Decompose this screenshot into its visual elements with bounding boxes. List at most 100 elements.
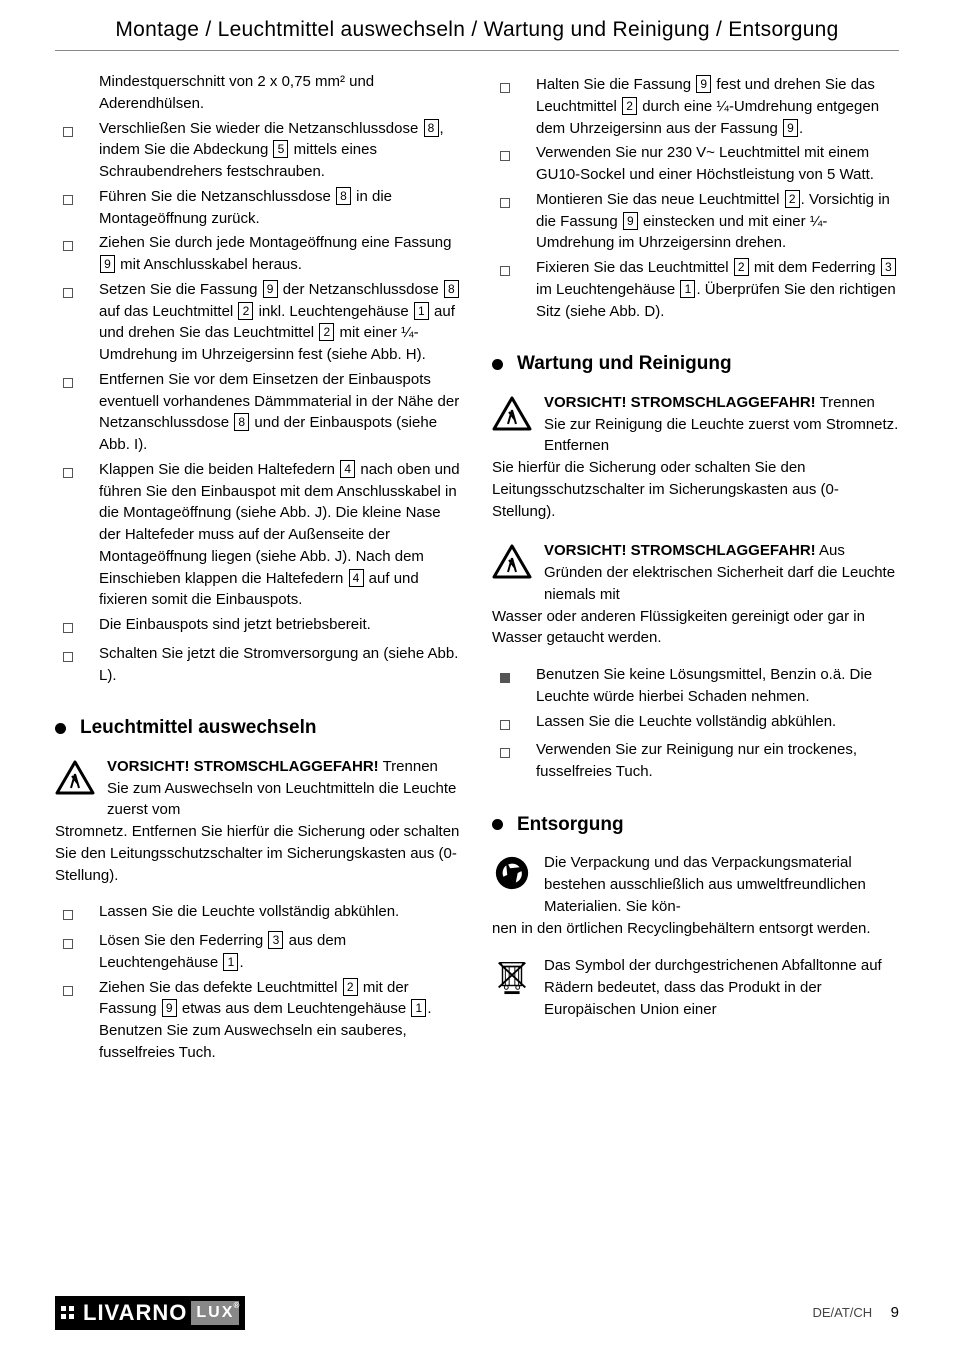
recycle-block: Die Verpackung und das Verpackungsmateri… — [492, 852, 899, 939]
ref-box: 8 — [234, 413, 249, 431]
warning-icon — [492, 396, 536, 439]
list-item: Fixieren Sie das Leuchtmittel 2 mit dem … — [492, 257, 899, 322]
checkbox-icon — [55, 977, 99, 1064]
warning-block: VORSICHT! STROMSCHLAG­GEFAHR! Trennen Si… — [492, 392, 899, 523]
ref-box: 1 — [411, 999, 426, 1017]
right-column: Halten Sie die Fassung 9 fest und drehen… — [492, 71, 899, 1064]
warning-text: VORSICHT! STROMSCHLAGGE­FAHR! Aus Gründe… — [492, 540, 899, 605]
list-text: Schalten Sie jetzt die Stromversorgung a… — [99, 643, 462, 687]
checkbox-icon — [55, 643, 99, 687]
brand-main: LIVARNO — [83, 1300, 187, 1326]
brand-logo: LIVARNO LUX — [55, 1296, 245, 1330]
checkbox-icon — [55, 459, 99, 611]
ref-box: 2 — [785, 190, 800, 208]
list-item: Entfernen Sie vor dem Einsetzen der Einb… — [55, 369, 462, 456]
warning-block: VORSICHT! STROMSCHLAGGE­FAHR! Aus Gründe… — [492, 540, 899, 649]
list-item: Lassen Sie die Leuchte vollständig abküh… — [492, 711, 899, 737]
ref-box: 3 — [881, 258, 896, 276]
ref-box: 9 — [623, 212, 638, 230]
list-text: Die Einbauspots sind jetzt betriebsberei… — [99, 614, 462, 640]
list-text: Lassen Sie die Leuchte vollständig abküh… — [536, 711, 899, 737]
ref-box: 1 — [680, 280, 695, 298]
intro-para: Mindestquerschnitt von 2 x 0,75 mm² und … — [55, 71, 462, 115]
list-item: Ziehen Sie das defekte Leuchtmittel 2 mi… — [55, 977, 462, 1064]
list-text: Lassen Sie die Leuchte vollständig abküh… — [99, 901, 462, 927]
ref-box: 9 — [100, 255, 115, 273]
ref-box: 4 — [349, 569, 364, 587]
ref-box: 2 — [238, 302, 253, 320]
list-text: Fixieren Sie das Leuchtmittel 2 mit dem … — [536, 257, 899, 322]
list-text: Verschließen Sie wieder die Netzanschlus… — [99, 118, 462, 183]
list-item: Montieren Sie das neue Leuchtmittel 2. V… — [492, 189, 899, 254]
ref-box: 9 — [263, 280, 278, 298]
checkbox-icon — [55, 186, 99, 230]
warning-block: VORSICHT! STROMSCHLAG­GEFAHR! Trennen Si… — [55, 756, 462, 887]
ref-box: 4 — [340, 460, 355, 478]
checkbox-icon — [492, 257, 536, 322]
checkbox-icon — [492, 189, 536, 254]
ref-box: 1 — [414, 302, 429, 320]
warning-text: Wasser oder anderen Flüssigkeiten gerein… — [492, 606, 899, 650]
ref-box: 2 — [622, 97, 637, 115]
ref-box: 9 — [696, 75, 711, 93]
checkbox-icon — [492, 74, 536, 139]
warning-icon — [55, 760, 99, 803]
list-item: Setzen Sie die Fassung 9 der Netzanschlu… — [55, 279, 462, 366]
page-number: 9 — [891, 1304, 899, 1321]
ref-box: 2 — [319, 323, 334, 341]
list-item: Verwenden Sie zur Reinigung nur ein troc… — [492, 739, 899, 783]
section-heading: Leuchtmittel auswechseln — [55, 714, 462, 742]
list-item: Verwenden Sie nur 230 V~ Leuchtmittel mi… — [492, 142, 899, 186]
checkbox-icon — [55, 901, 99, 927]
list-item: Lösen Sie den Federring 3 aus dem Leucht… — [55, 930, 462, 974]
warning-text: VORSICHT! STROMSCHLAG­GEFAHR! Trennen Si… — [55, 756, 462, 821]
recycle-text: nen in den örtlichen Recyclingbehältern … — [492, 918, 899, 940]
ref-box: 2 — [343, 978, 358, 996]
weee-block: Das Symbol der durchgestrichenen Abfallt… — [492, 955, 899, 1020]
checkbox-icon — [55, 118, 99, 183]
list-item: Verschließen Sie wieder die Netzanschlus… — [55, 118, 462, 183]
section-heading: Wartung und Reinigung — [492, 350, 899, 378]
content-columns: Mindestquerschnitt von 2 x 0,75 mm² und … — [0, 51, 954, 1064]
list-text: Verwenden Sie zur Reinigung nur ein troc… — [536, 739, 899, 783]
list-text: Klappen Sie die beiden Haltefedern 4 nac… — [99, 459, 462, 611]
list-text: Entfernen Sie vor dem Einsetzen der Einb… — [99, 369, 462, 456]
warning-icon — [492, 544, 536, 587]
recycle-icon — [492, 854, 536, 899]
list-text: Führen Sie die Netzanschlussdose 8 in di… — [99, 186, 462, 230]
section-heading: Entsorgung — [492, 811, 899, 839]
list-text: Benutzen Sie keine Lösungsmittel, Benzin… — [536, 664, 899, 708]
checkbox-icon — [492, 739, 536, 783]
checkbox-icon — [492, 711, 536, 737]
brand-sub: LUX — [191, 1301, 239, 1325]
warning-text: Sie hierfür die Sicherung oder schalten … — [492, 457, 899, 522]
ref-box: 3 — [268, 931, 283, 949]
bullet-icon — [492, 664, 536, 708]
list-item: Ziehen Sie durch jede Montageöffnung ein… — [55, 232, 462, 276]
ref-box: 2 — [734, 258, 749, 276]
ref-box: 8 — [424, 119, 439, 137]
list-item: Halten Sie die Fassung 9 fest und drehen… — [492, 74, 899, 139]
weee-text: Das Symbol der durchgestrichenen Abfallt… — [492, 955, 899, 1020]
list-text: Setzen Sie die Fassung 9 der Netzanschlu… — [99, 279, 462, 366]
ref-box: 9 — [162, 999, 177, 1017]
list-item: Klappen Sie die beiden Haltefedern 4 nac… — [55, 459, 462, 611]
page-header: Montage / Leuchtmittel auswechseln / War… — [55, 0, 899, 51]
ref-box: 5 — [273, 140, 288, 158]
checkbox-icon — [55, 930, 99, 974]
brand-grid-icon — [61, 1306, 75, 1320]
weee-bin-icon — [492, 957, 536, 1002]
list-item: Lassen Sie die Leuchte vollständig abküh… — [55, 901, 462, 927]
warning-text: VORSICHT! STROMSCHLAG­GEFAHR! Trennen Si… — [492, 392, 899, 457]
recycle-text: Die Verpackung und das Verpackungsmateri… — [492, 852, 899, 917]
list-text: Halten Sie die Fassung 9 fest und drehen… — [536, 74, 899, 139]
checkbox-icon — [55, 232, 99, 276]
page-footer: LIVARNO LUX DE/AT/CH 9 — [0, 1296, 954, 1330]
list-item: Führen Sie die Netzanschlussdose 8 in di… — [55, 186, 462, 230]
list-item: Schalten Sie jetzt die Stromversorgung a… — [55, 643, 462, 687]
page-locale: DE/AT/CH — [812, 1305, 872, 1320]
page-meta: DE/AT/CH 9 — [812, 1304, 899, 1322]
checkbox-icon — [492, 142, 536, 186]
ref-box: 9 — [783, 119, 798, 137]
warning-text: Stromnetz. Entfernen Sie hierfür die Sic… — [55, 821, 462, 886]
